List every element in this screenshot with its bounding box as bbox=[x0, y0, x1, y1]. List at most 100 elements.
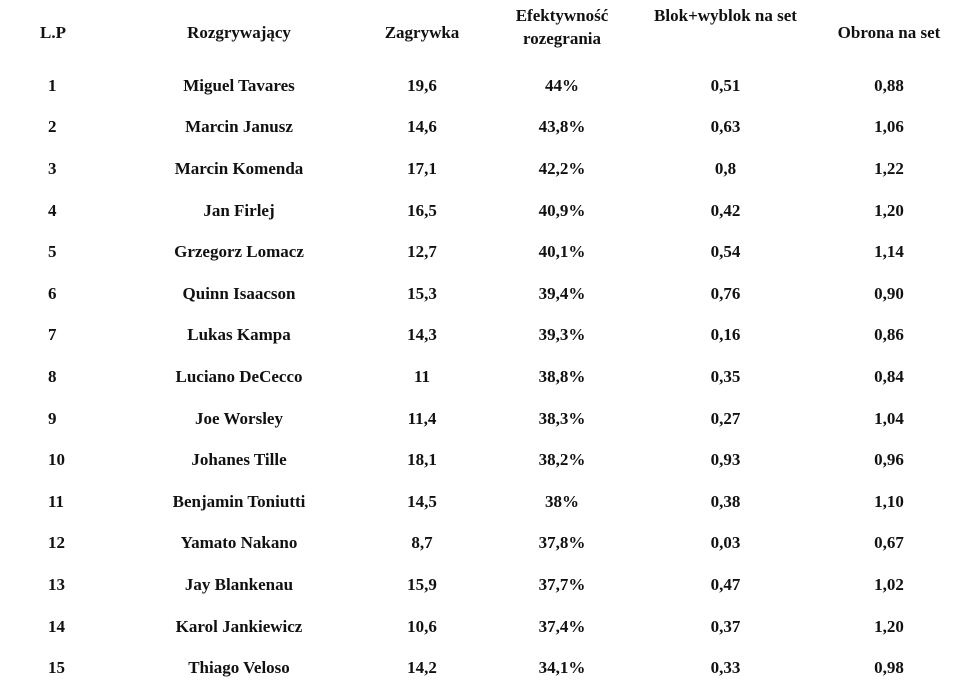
header-block-label: Blok+wyblok na set bbox=[654, 6, 797, 25]
table-body: 1 Miguel Tavares 19,6 44% 0,51 0,88 2 Marcin Ja… bbox=[0, 65, 975, 689]
cell-lp: 9 bbox=[48, 408, 57, 428]
cell-defense: 1,02 bbox=[874, 574, 904, 594]
table-row: 12 Yamato Nakano 8,7 37,8% 0,03 0,67 bbox=[0, 523, 975, 565]
cell-player: Marcin Komenda bbox=[174, 158, 304, 178]
cell-player: Benjamin Toniutti bbox=[172, 491, 306, 511]
table-row: 7 Lukas Kampa 14,3 39,3% 0,16 0,86 bbox=[0, 315, 975, 357]
table-row: 8 Luciano DeCecco 11 38,8% 0,35 0,84 bbox=[0, 356, 975, 398]
cell-defense: 1,20 bbox=[874, 616, 904, 636]
cell-player: Jay Blankenau bbox=[184, 574, 294, 594]
cell-efficiency: 37,7% bbox=[538, 574, 586, 594]
cell-serve: 17,1 bbox=[407, 158, 437, 178]
cell-efficiency: 43,8% bbox=[538, 117, 586, 137]
table-row: 6 Quinn Isaacson 15,3 39,4% 0,76 0,90 bbox=[0, 273, 975, 315]
header-player: Rozgrywający bbox=[187, 23, 291, 42]
cell-lp: 13 bbox=[48, 574, 65, 594]
cell-defense: 1,04 bbox=[874, 408, 904, 428]
cell-player: Yamato Nakano bbox=[180, 533, 298, 553]
cell-efficiency: 40,9% bbox=[538, 200, 586, 220]
cell-lp: 3 bbox=[48, 158, 57, 178]
cell-serve: 14,2 bbox=[407, 658, 437, 678]
cell-block: 0,38 bbox=[710, 491, 741, 511]
cell-player: Grzegorz Lomacz bbox=[174, 242, 304, 262]
cell-player: Lukas Kampa bbox=[187, 325, 291, 345]
cell-efficiency: 40,1% bbox=[538, 242, 586, 262]
table-row: 11 Benjamin Toniutti 14,5 38% 0,38 1,10 bbox=[0, 481, 975, 523]
table-row: 15 Thiago Veloso 14,2 34,1% 0,33 0,98 bbox=[0, 647, 975, 689]
cell-defense: 1,14 bbox=[874, 242, 904, 262]
cell-block: 0,03 bbox=[710, 533, 741, 553]
cell-lp: 7 bbox=[48, 325, 57, 345]
table-row: 2 Marcin Janusz 14,6 43,8% 0,63 1,06 bbox=[0, 107, 975, 149]
cell-efficiency: 38,8% bbox=[538, 366, 586, 386]
cell-serve: 19,6 bbox=[407, 75, 437, 95]
table-row: 3 Marcin Komenda 17,1 42,2% 0,8 1,22 bbox=[0, 148, 975, 190]
cell-efficiency: 34,1% bbox=[538, 658, 586, 678]
cell-lp: 8 bbox=[48, 366, 57, 386]
table-row: 13 Jay Blankenau 15,9 37,7% 0,47 1,02 bbox=[0, 564, 975, 606]
header-defense: Obrona na set bbox=[837, 23, 941, 42]
cell-player: Johanes Tille bbox=[191, 450, 287, 470]
cell-serve: 11,4 bbox=[407, 408, 437, 428]
header-row: L.P Rozgrywający Zagrywka Efektywność ro… bbox=[0, 0, 975, 65]
cell-lp: 6 bbox=[48, 283, 57, 303]
table-row: 4 Jan Firlej 16,5 40,9% 0,42 1,20 bbox=[0, 190, 975, 232]
cell-block: 0,54 bbox=[710, 242, 741, 262]
cell-player: Joe Worsley bbox=[195, 408, 283, 428]
cell-block: 0,47 bbox=[710, 574, 741, 594]
cell-lp: 10 bbox=[48, 450, 65, 470]
cell-serve: 14,5 bbox=[407, 491, 437, 511]
cell-serve: 18,1 bbox=[407, 450, 437, 470]
table-row: 14 Karol Jankiewicz 10,6 37,4% 0,37 1,20 bbox=[0, 606, 975, 648]
header-serve: Zagrywka bbox=[384, 23, 460, 42]
cell-serve: 16,5 bbox=[407, 200, 437, 220]
cell-efficiency: 38,3% bbox=[538, 408, 586, 428]
cell-lp: 1 bbox=[48, 75, 57, 95]
cell-efficiency: 37,8% bbox=[538, 533, 586, 553]
cell-player: Jan Firlej bbox=[203, 200, 275, 220]
cell-lp: 12 bbox=[48, 533, 65, 553]
cell-defense: 1,22 bbox=[874, 158, 904, 178]
cell-block: 0,33 bbox=[710, 658, 741, 678]
cell-serve: 14,6 bbox=[407, 117, 437, 137]
cell-efficiency: 42,2% bbox=[538, 158, 586, 178]
cell-block: 0,93 bbox=[710, 450, 741, 470]
cell-efficiency: 39,4% bbox=[538, 283, 586, 303]
cell-defense: 0,84 bbox=[874, 366, 904, 386]
cell-defense: 1,20 bbox=[874, 200, 904, 220]
cell-defense: 1,06 bbox=[874, 117, 904, 137]
cell-lp: 14 bbox=[48, 616, 65, 636]
cell-player: Karol Jankiewicz bbox=[175, 616, 303, 636]
cell-serve: 15,3 bbox=[407, 283, 437, 303]
cell-lp: 2 bbox=[48, 117, 57, 137]
header-block: Blok+wyblok na set bbox=[648, 0, 803, 65]
cell-defense: 1,10 bbox=[874, 491, 904, 511]
cell-efficiency: 38,2% bbox=[538, 450, 586, 470]
table-row: 1 Miguel Tavares 19,6 44% 0,51 0,88 bbox=[0, 65, 975, 107]
header-lp: L.P bbox=[40, 23, 66, 42]
cell-lp: 11 bbox=[48, 491, 65, 511]
cell-serve: 15,9 bbox=[407, 574, 437, 594]
cell-player: Miguel Tavares bbox=[183, 75, 295, 95]
cell-lp: 15 bbox=[48, 658, 65, 678]
cell-defense: 0,67 bbox=[874, 533, 904, 553]
cell-efficiency: 37,4% bbox=[538, 616, 586, 636]
cell-block: 0,37 bbox=[710, 616, 741, 636]
cell-defense: 0,98 bbox=[874, 658, 904, 678]
cell-block: 0,8 bbox=[714, 158, 737, 178]
cell-player: Luciano DeCecco bbox=[175, 366, 303, 386]
cell-serve: 10,6 bbox=[407, 616, 437, 636]
table-header: L.P Rozgrywający Zagrywka Efektywność ro… bbox=[0, 0, 975, 65]
cell-lp: 5 bbox=[48, 242, 57, 262]
table-row: 9 Joe Worsley 11,4 38,3% 0,27 1,04 bbox=[0, 398, 975, 440]
cell-defense: 0,86 bbox=[874, 325, 904, 345]
cell-efficiency: 38% bbox=[545, 491, 579, 511]
cell-defense: 0,90 bbox=[874, 283, 904, 303]
cell-block: 0,27 bbox=[710, 408, 741, 428]
cell-serve: 8,7 bbox=[411, 533, 433, 553]
cell-defense: 0,88 bbox=[874, 75, 904, 95]
header-efficiency-label: Efektywność rozegrania bbox=[515, 6, 609, 48]
cell-defense: 0,96 bbox=[874, 450, 904, 470]
